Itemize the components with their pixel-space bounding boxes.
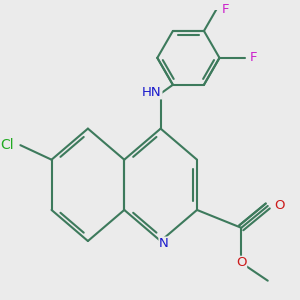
Text: Cl: Cl: [0, 138, 14, 152]
Text: HN: HN: [142, 86, 162, 99]
Text: F: F: [250, 51, 257, 64]
Text: O: O: [274, 200, 285, 212]
Text: F: F: [222, 3, 229, 16]
Text: N: N: [159, 237, 169, 250]
Text: O: O: [236, 256, 247, 269]
